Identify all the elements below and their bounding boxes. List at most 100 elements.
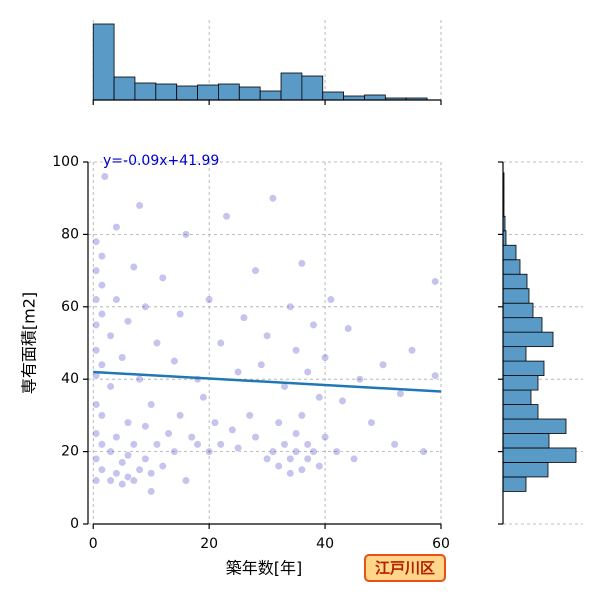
point — [135, 375, 144, 384]
point — [216, 440, 225, 449]
bar — [502, 288, 530, 304]
point — [181, 230, 191, 239]
point — [390, 440, 399, 449]
point — [92, 237, 101, 246]
point — [141, 302, 150, 311]
bar — [502, 317, 543, 333]
bar — [502, 259, 521, 275]
point — [338, 396, 347, 406]
bar — [155, 83, 178, 101]
bar — [218, 83, 240, 101]
point — [344, 324, 353, 333]
point — [268, 194, 278, 203]
bar — [502, 244, 517, 261]
bar — [502, 462, 549, 478]
point — [309, 447, 318, 456]
bar — [502, 447, 577, 463]
point — [106, 331, 115, 340]
x-axis-label: 築年数[年] — [226, 559, 303, 578]
point — [97, 411, 107, 420]
point — [123, 418, 133, 427]
point — [106, 382, 115, 391]
bar — [502, 433, 550, 449]
point — [210, 418, 220, 427]
point — [164, 429, 173, 438]
y-tick-label: 40 — [61, 371, 79, 387]
y-tick-label: 0 — [70, 516, 79, 532]
point — [106, 447, 115, 456]
point — [118, 480, 127, 489]
bar — [134, 82, 157, 101]
point — [92, 320, 101, 330]
badge-box — [364, 554, 446, 582]
badge: 江戸川区 — [375, 559, 435, 577]
bar — [280, 72, 303, 101]
point — [141, 454, 150, 463]
point — [97, 280, 107, 290]
point — [274, 461, 283, 471]
bar — [92, 23, 115, 101]
point — [332, 447, 341, 456]
bar — [113, 76, 136, 101]
point — [187, 433, 196, 442]
point — [92, 454, 101, 463]
point — [92, 346, 101, 355]
bar — [364, 94, 386, 101]
point — [251, 266, 260, 275]
point — [297, 411, 306, 420]
point — [263, 331, 272, 340]
bar — [502, 404, 539, 420]
point — [431, 277, 440, 286]
bar — [502, 302, 534, 319]
point — [112, 433, 121, 442]
point — [309, 320, 318, 330]
bar — [301, 75, 324, 101]
y-axis-label: 専有面積[m2] — [20, 292, 39, 394]
point — [158, 273, 167, 282]
point — [129, 476, 138, 485]
point — [407, 346, 417, 355]
bar — [502, 331, 554, 348]
point — [355, 375, 364, 384]
bar — [502, 273, 528, 290]
point — [176, 309, 185, 319]
bar — [502, 418, 567, 434]
x-tick-label: 0 — [89, 536, 98, 552]
x-tick-label: 60 — [432, 536, 450, 552]
point — [291, 447, 301, 456]
point — [97, 252, 107, 261]
point — [92, 429, 101, 438]
point — [181, 476, 191, 485]
point — [349, 454, 359, 463]
point — [257, 360, 266, 369]
point — [141, 422, 150, 431]
point — [92, 400, 101, 409]
point — [245, 411, 254, 420]
point — [193, 440, 202, 449]
point — [118, 458, 127, 467]
point — [431, 371, 440, 380]
point — [303, 440, 312, 449]
point — [147, 487, 156, 496]
point — [170, 447, 179, 456]
point — [97, 440, 107, 449]
bar — [502, 375, 539, 391]
point — [152, 338, 162, 348]
point — [291, 346, 301, 355]
point — [129, 262, 138, 272]
point — [286, 454, 295, 463]
bar — [176, 85, 198, 101]
point — [205, 295, 214, 304]
point — [228, 425, 237, 434]
point — [222, 212, 231, 221]
bar — [197, 84, 219, 101]
point — [396, 389, 405, 398]
point — [367, 418, 376, 427]
point — [303, 454, 312, 463]
x-tick-label: 40 — [316, 536, 334, 552]
point — [251, 433, 260, 442]
point — [112, 295, 121, 304]
point — [176, 411, 185, 420]
point — [378, 360, 388, 369]
